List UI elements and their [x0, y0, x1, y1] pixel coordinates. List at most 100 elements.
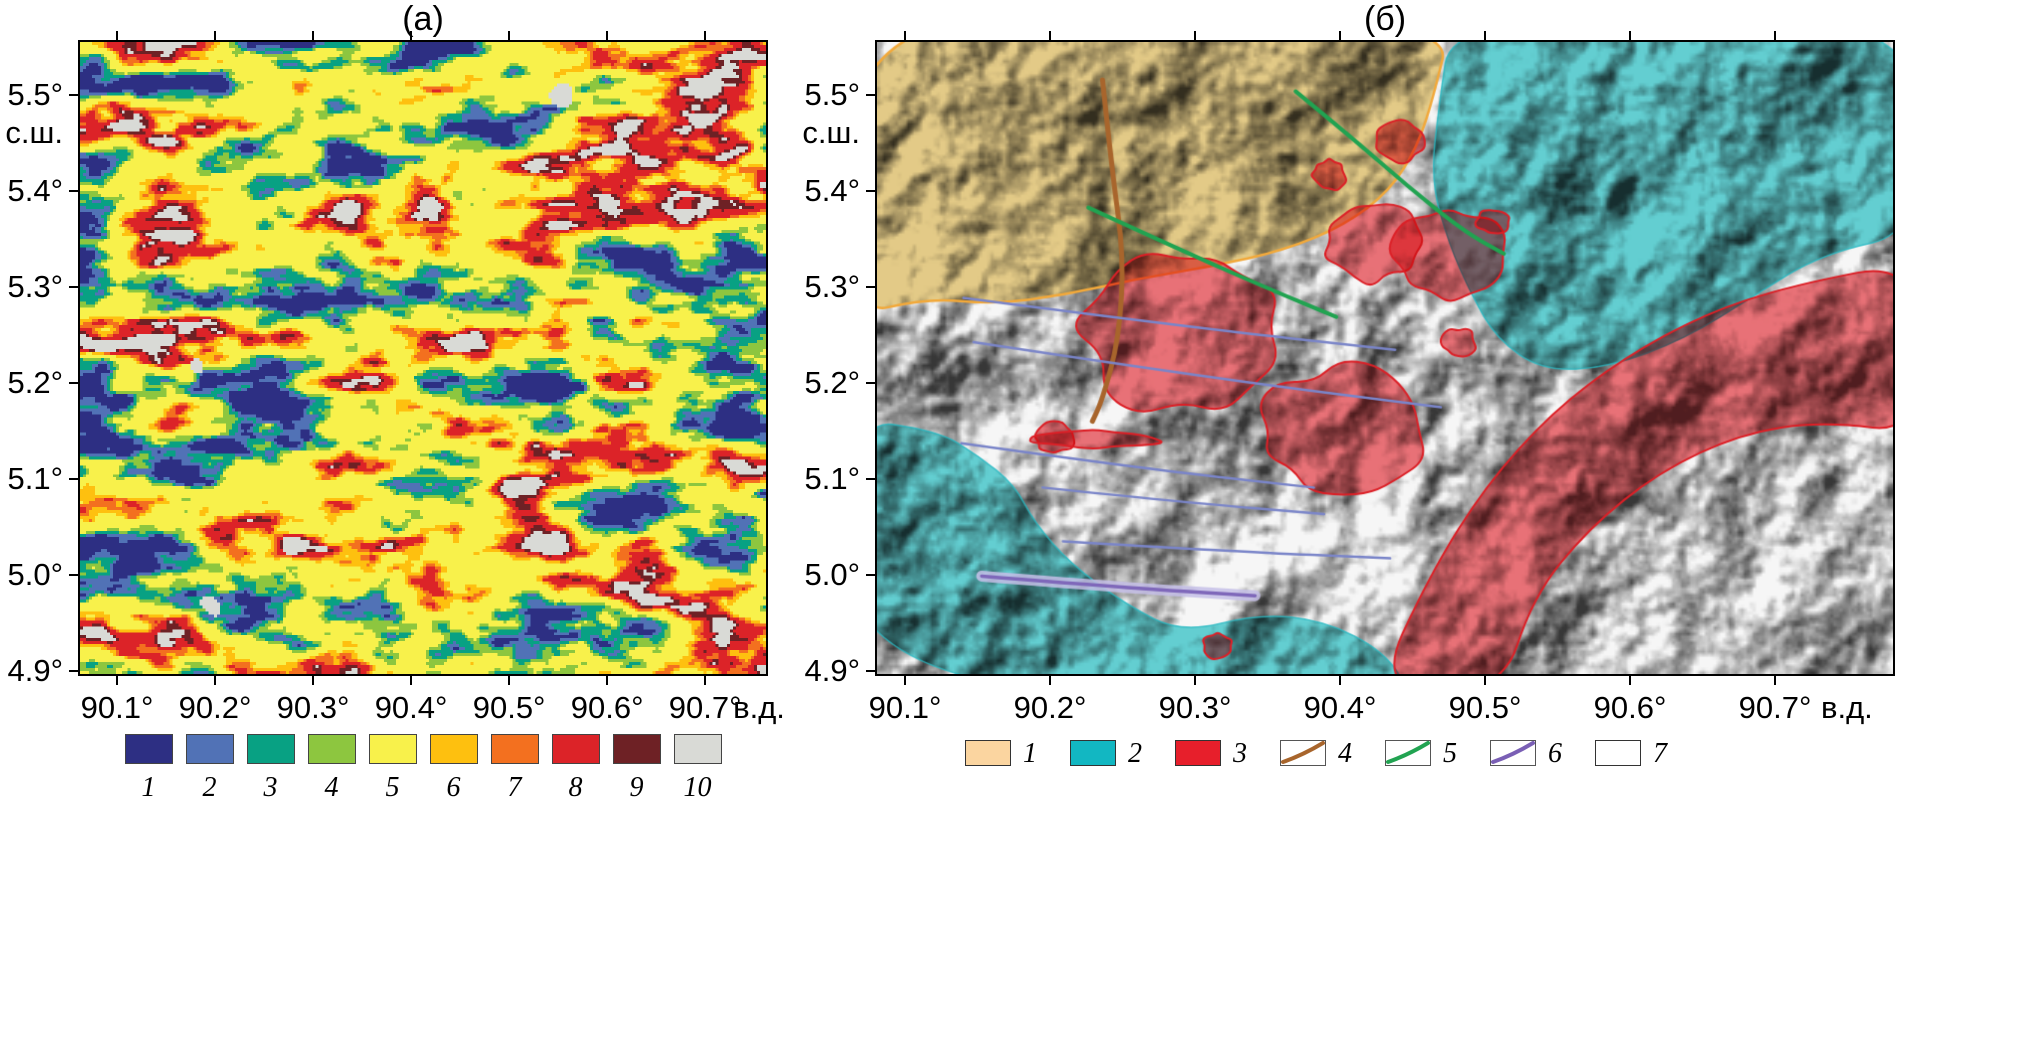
legend-a-label: 4: [324, 772, 339, 803]
map-b-y-tick-label: 5.2°: [804, 364, 861, 400]
legend-b-label: 2: [1128, 738, 1142, 769]
legend-a-label: 6: [446, 772, 461, 803]
map-a-x-tick: [704, 676, 707, 685]
map-b-x-tick: [1629, 31, 1631, 40]
legend-b-swatch: [1070, 740, 1116, 766]
map-b-y-tick-label: 5.5°: [804, 77, 861, 112]
map-a-x-tick: [606, 676, 609, 685]
map-b-y-tick: [866, 477, 875, 480]
map-b-x-tick: [903, 676, 906, 685]
map-b-x-tick-label: 90.4°: [1303, 690, 1377, 725]
legend-a-swatch: [673, 734, 722, 764]
legend-a-swatch: [551, 734, 600, 764]
map-b-x-tick-label: 90.7°: [1738, 690, 1812, 725]
legend-a-label: 10: [683, 772, 712, 803]
map-b-y-axis-unit: с.ш.: [802, 115, 860, 150]
legend-a-swatch: [185, 734, 234, 764]
map-b-x-tick: [1193, 676, 1196, 685]
map-a-y-tick: [69, 477, 78, 480]
map-b-y-tick-label: 5.4°: [804, 173, 861, 208]
map-a-x-tick: [410, 31, 413, 40]
map-a-y-tick: [69, 286, 78, 288]
legend-a-swatch: [246, 734, 295, 764]
map-b-x-tick: [1484, 676, 1486, 685]
legend-a-label: 7: [507, 772, 522, 803]
map-b-x-tick: [1484, 31, 1486, 40]
legend-a-swatch: [612, 734, 661, 764]
map-a-x-tick: [312, 676, 315, 685]
map-b-x-tick: [1048, 676, 1051, 685]
map-a-x-tick: [214, 31, 216, 40]
map-b-x-tick: [1048, 31, 1051, 40]
map-a-x-tick: [312, 31, 315, 40]
map-b-y-tick: [866, 94, 875, 96]
map-b-x-tick: [1774, 31, 1776, 40]
map-b-x-tick: [1338, 676, 1341, 685]
legend-b-line-symbol: [1490, 740, 1536, 766]
map-a-x-tick: [606, 31, 609, 40]
map-b-canvas: [877, 42, 1893, 674]
map-b-y-tick-label: 5.0°: [804, 556, 861, 592]
map-a-x-tick-label: 90.4°: [374, 690, 448, 725]
map-b-y-tick: [866, 381, 875, 384]
map-b-x-tick-label: 90.6°: [1593, 690, 1667, 725]
map-b-x-tick: [903, 31, 906, 40]
map-b-x-tick-label: 90.5°: [1448, 690, 1522, 725]
map-a-x-tick-label: 90.5°: [472, 690, 546, 725]
legend-b-label: 1: [1023, 738, 1037, 769]
map-a: [78, 40, 768, 676]
map-b-y-tick: [866, 286, 875, 288]
legend-line-icon: [1280, 740, 1326, 766]
legend-a-swatch: [490, 734, 539, 764]
legend-b-label: 5: [1443, 738, 1457, 769]
legend-a-label: 1: [141, 772, 156, 803]
map-b-x-tick-label: 90.2°: [1013, 690, 1087, 725]
legend-a-label: 5: [385, 772, 400, 803]
legend-b-label: 6: [1548, 738, 1562, 769]
legend-line-icon: [1385, 740, 1431, 766]
map-a-y-tick-label: 5.0°: [7, 556, 64, 592]
map-b: [875, 40, 1895, 676]
map-a-x-tick: [704, 31, 707, 40]
map-a-y-tick-label: 5.3°: [7, 269, 64, 304]
map-a-x-tick-label: 90.6°: [570, 690, 644, 725]
legend-a-swatch: [429, 734, 478, 764]
map-a-y-tick: [69, 573, 78, 576]
legend-a: 1 2 3 4 5 6 7 8 9 10: [78, 734, 768, 814]
panel-b-title: (б): [1363, 0, 1407, 38]
legend-line-icon: [1490, 740, 1536, 766]
legend-a-label: 2: [202, 772, 217, 803]
map-a-x-tick: [115, 31, 118, 40]
legend-b-swatch: [1175, 740, 1221, 766]
map-a-y-tick-label: 5.2°: [7, 364, 64, 400]
map-b-y-tick-label: 5.1°: [804, 460, 861, 496]
map-a-x-tick: [410, 676, 413, 685]
map-a-y-tick: [69, 94, 78, 96]
map-a-y-tick: [69, 190, 78, 192]
legend-a-swatch: [307, 734, 356, 764]
map-b-y-tick-label: 4.9°: [804, 652, 861, 688]
legend-a-swatch: [368, 734, 417, 764]
map-a-y-tick: [69, 669, 78, 672]
legend-b-line-symbol: [1280, 740, 1326, 766]
panel-a-title: (а): [402, 0, 444, 38]
map-a-canvas: [80, 42, 766, 674]
map-a-y-tick-label: 4.9°: [7, 652, 64, 688]
legend-b-label: 3: [1233, 738, 1247, 769]
legend-b-label: 7: [1653, 738, 1667, 769]
map-b-y-tick: [866, 669, 875, 672]
map-a-y-tick-label: 5.4°: [7, 173, 64, 208]
map-a-x-tick-label: 90.3°: [276, 690, 350, 725]
map-a-y-tick: [69, 381, 78, 384]
map-b-x-axis-unit: в.д.: [1821, 690, 1873, 725]
map-a-x-tick-label: 90.2°: [178, 690, 252, 725]
map-a-y-axis-unit: с.ш.: [5, 115, 63, 150]
map-b-x-tick: [1629, 676, 1631, 685]
map-a-x-axis-unit: в.д.: [733, 690, 785, 725]
legend-b-swatch: [1595, 740, 1641, 766]
legend-a-label: 9: [629, 772, 644, 803]
map-b-x-tick-label: 90.1°: [868, 690, 942, 725]
legend-a-label: 8: [568, 772, 583, 803]
map-a-y-tick-label: 5.5°: [7, 77, 64, 112]
